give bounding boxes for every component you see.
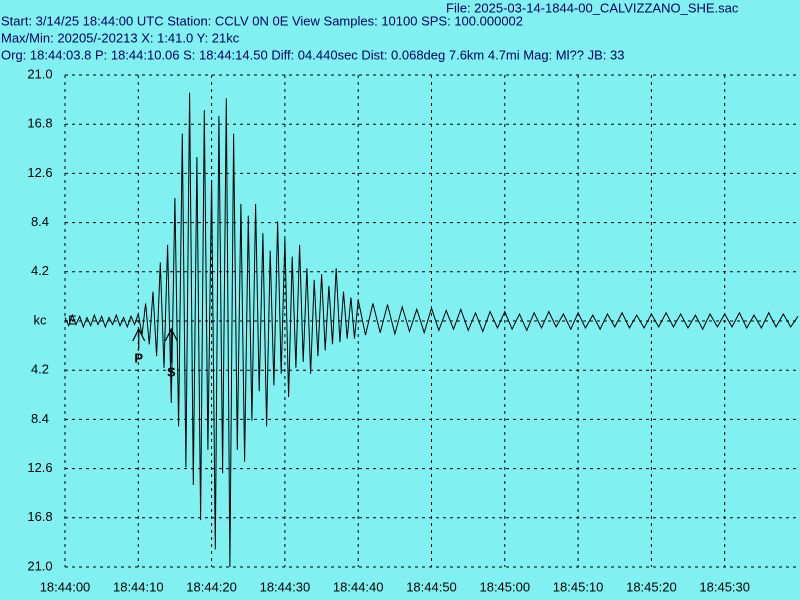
- x-tick-label: 18:44:50: [406, 579, 457, 594]
- y-tick-label: 8.4: [31, 411, 49, 426]
- x-tick-label: 18:44:40: [333, 579, 384, 594]
- y-tick-label: 12.6: [27, 460, 52, 475]
- y-tick-label: 16.8: [27, 509, 52, 524]
- x-tick-label: 18:45:30: [699, 579, 750, 594]
- channel-label: E: [68, 312, 77, 327]
- x-tick-label: 18:44:00: [40, 579, 91, 594]
- y-tick-label: 4.2: [31, 263, 49, 278]
- y-tick-label: 21.0: [27, 558, 52, 573]
- y-tick-label: 21.0: [27, 66, 52, 81]
- x-tick-label: 18:45:00: [479, 579, 530, 594]
- origin-line: Org: 18:44:03.8 P: 18:44:10.06 S: 18:44:…: [1, 47, 624, 62]
- x-tick-label: 18:44:30: [260, 579, 311, 594]
- y-tick-label: 4.2: [31, 362, 49, 377]
- phase-label: S: [167, 364, 176, 379]
- start-line: Start: 3/14/25 18:44:00 UTC Station: CCL…: [1, 13, 523, 28]
- phase-arrow: [132, 327, 146, 349]
- waveform: [64, 92, 799, 568]
- phase-label: P: [134, 350, 143, 365]
- x-tick-label: 18:45:10: [553, 579, 604, 594]
- y-tick-label: 12.6: [27, 165, 52, 180]
- y-tick-label: 16.8: [27, 116, 52, 131]
- maxmin-line: Max/Min: 20205/-20213 X: 1:41.0 Y: 21kc: [1, 30, 240, 45]
- y-tick-label: 8.4: [31, 214, 49, 229]
- y-tick-label: kc: [34, 312, 48, 327]
- x-tick-label: 18:44:10: [113, 579, 164, 594]
- file-line: File: 2025-03-14-1844-00_CALVIZZANO_SHE.…: [446, 0, 739, 15]
- x-tick-label: 18:45:20: [626, 579, 677, 594]
- phase-arrow: [164, 327, 178, 363]
- x-tick-label: 18:44:20: [186, 579, 237, 594]
